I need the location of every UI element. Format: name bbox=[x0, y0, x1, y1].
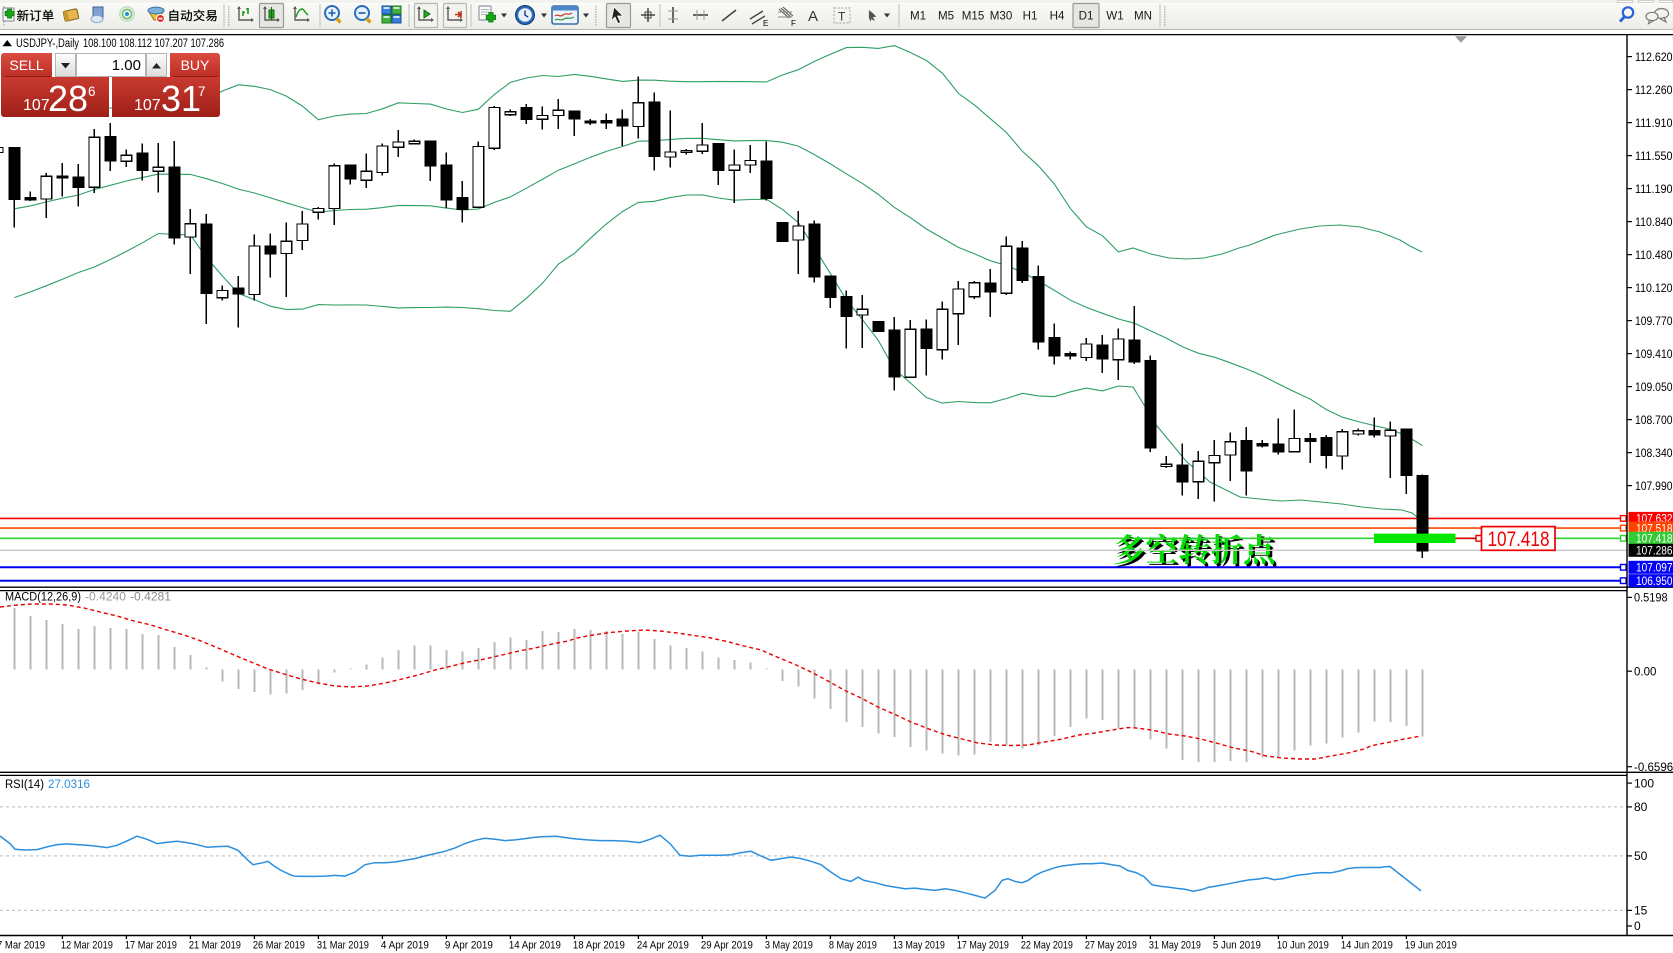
svg-text:9 Apr 2019: 9 Apr 2019 bbox=[445, 939, 493, 951]
svg-text:M15: M15 bbox=[962, 10, 985, 23]
svg-text:A: A bbox=[808, 8, 818, 25]
svg-text:8 May 2019: 8 May 2019 bbox=[829, 939, 877, 951]
svg-text:109.770: 109.770 bbox=[1635, 314, 1673, 328]
svg-text:110.840: 110.840 bbox=[1635, 215, 1673, 229]
svg-text:112.620: 112.620 bbox=[1635, 50, 1673, 64]
svg-text:17 Mar 2019: 17 Mar 2019 bbox=[125, 939, 177, 951]
svg-text:50: 50 bbox=[1634, 849, 1648, 863]
svg-text:19 Jun 2019: 19 Jun 2019 bbox=[1405, 939, 1457, 951]
svg-text:0.5198: 0.5198 bbox=[1634, 591, 1668, 605]
svg-text:D1: D1 bbox=[1079, 10, 1094, 23]
svg-text:24 Apr 2019: 24 Apr 2019 bbox=[637, 939, 689, 951]
svg-text:110.120: 110.120 bbox=[1635, 281, 1673, 295]
svg-text:15: 15 bbox=[1634, 904, 1648, 918]
svg-text:26 Mar 2019: 26 Mar 2019 bbox=[253, 939, 305, 951]
svg-text:29 Apr 2019: 29 Apr 2019 bbox=[701, 939, 753, 951]
svg-text:3 May 2019: 3 May 2019 bbox=[765, 939, 813, 951]
svg-text:109.050: 109.050 bbox=[1635, 380, 1673, 394]
svg-text:10 Jun 2019: 10 Jun 2019 bbox=[1277, 939, 1329, 951]
svg-text:107.097: 107.097 bbox=[1636, 561, 1673, 575]
svg-text:W1: W1 bbox=[1106, 10, 1123, 23]
svg-text:-0.6596: -0.6596 bbox=[1634, 760, 1673, 774]
svg-text:107.286: 107.286 bbox=[1636, 544, 1673, 558]
svg-text:T: T bbox=[838, 10, 846, 24]
svg-text:27 May 2019: 27 May 2019 bbox=[1085, 939, 1137, 951]
svg-text:107.418: 107.418 bbox=[1488, 527, 1550, 551]
svg-text:80: 80 bbox=[1634, 800, 1648, 814]
svg-text:107.990: 107.990 bbox=[1635, 479, 1673, 493]
svg-text:109.410: 109.410 bbox=[1635, 347, 1673, 361]
svg-text:14 Jun 2019: 14 Jun 2019 bbox=[1341, 939, 1393, 951]
svg-text:100: 100 bbox=[1634, 776, 1654, 790]
svg-text:M1: M1 bbox=[910, 10, 926, 23]
svg-text:31 Mar 2019: 31 Mar 2019 bbox=[317, 939, 369, 951]
svg-text:M30: M30 bbox=[990, 10, 1013, 23]
svg-text:107.418: 107.418 bbox=[1636, 532, 1673, 546]
svg-text:F: F bbox=[791, 19, 796, 28]
svg-text:H1: H1 bbox=[1023, 10, 1038, 23]
svg-text:MN: MN bbox=[1134, 10, 1152, 23]
svg-text:0.00: 0.00 bbox=[1634, 664, 1657, 678]
svg-text:E: E bbox=[763, 19, 768, 28]
svg-text:111.550: 111.550 bbox=[1635, 149, 1673, 163]
svg-text:108.700: 108.700 bbox=[1635, 413, 1673, 427]
svg-text:108.340: 108.340 bbox=[1635, 446, 1673, 460]
svg-text:13 May 2019: 13 May 2019 bbox=[893, 939, 945, 951]
svg-text:0: 0 bbox=[1634, 919, 1641, 933]
svg-text:22 May 2019: 22 May 2019 bbox=[1021, 939, 1073, 951]
svg-text:7 Mar 2019: 7 Mar 2019 bbox=[0, 939, 45, 951]
svg-text:5 Jun 2019: 5 Jun 2019 bbox=[1213, 939, 1261, 951]
svg-text:RSI(14)27.0316: RSI(14) 27.0316 bbox=[5, 779, 90, 791]
svg-text:111.190: 111.190 bbox=[1635, 182, 1673, 196]
svg-text:106.950: 106.950 bbox=[1636, 574, 1673, 588]
svg-text:18 Apr 2019: 18 Apr 2019 bbox=[573, 939, 625, 951]
svg-text:H4: H4 bbox=[1050, 10, 1065, 23]
svg-text:17 May 2019: 17 May 2019 bbox=[957, 939, 1009, 951]
svg-text:M5: M5 bbox=[938, 10, 954, 23]
svg-text:21 Mar 2019: 21 Mar 2019 bbox=[189, 939, 241, 951]
svg-text:111.910: 111.910 bbox=[1635, 116, 1673, 130]
svg-text:14 Apr 2019: 14 Apr 2019 bbox=[509, 939, 561, 951]
svg-text:MACD(12,26,9)-0.4240-0.4281: MACD(12,26,9) -0.4240 -0.4281 bbox=[5, 592, 171, 604]
svg-text:12 Mar 2019: 12 Mar 2019 bbox=[61, 939, 113, 951]
svg-text:112.260: 112.260 bbox=[1635, 83, 1673, 97]
svg-text:31 May 2019: 31 May 2019 bbox=[1149, 939, 1201, 951]
svg-text:4 Apr 2019: 4 Apr 2019 bbox=[381, 939, 429, 951]
svg-text:110.480: 110.480 bbox=[1635, 248, 1673, 262]
